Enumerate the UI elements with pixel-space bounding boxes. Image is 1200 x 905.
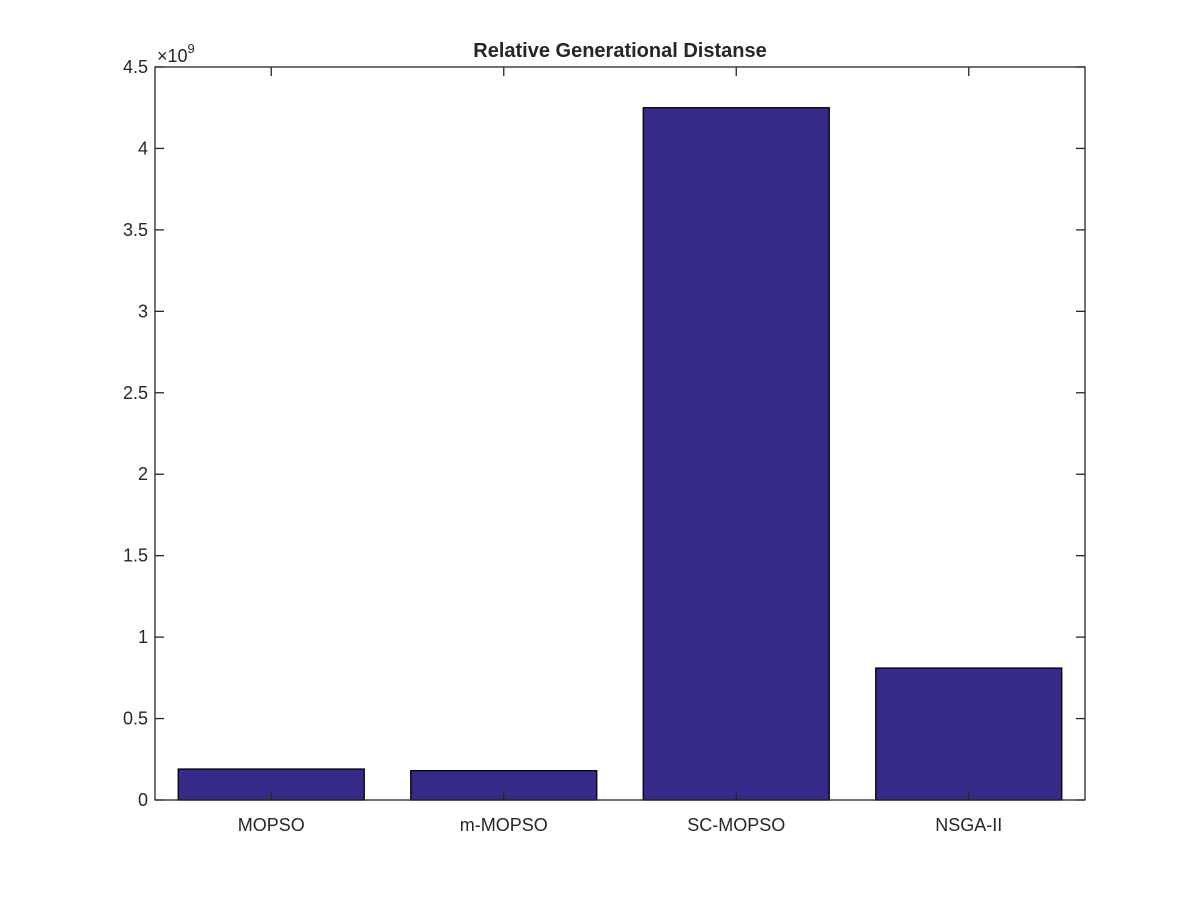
y-axis-exponent-power: 9 xyxy=(188,41,195,56)
y-tick-label: 0.5 xyxy=(123,709,148,729)
y-tick-label: 0 xyxy=(138,790,148,810)
ticks-layer xyxy=(155,66,1085,801)
bar-nsga-ii xyxy=(875,667,1063,801)
y-tick-label: 3 xyxy=(138,301,148,321)
x-tick-label: MOPSO xyxy=(238,815,305,835)
x-tick-label: SC-MOPSO xyxy=(687,815,785,835)
y-axis-exponent-base: ×10 xyxy=(157,46,188,66)
bar-sc-mopso xyxy=(642,107,830,801)
x-tick-label: NSGA-II xyxy=(935,815,1002,835)
y-tick-label: 2 xyxy=(138,464,148,484)
y-tick-label: 4.5 xyxy=(123,57,148,77)
y-tick-label: 3.5 xyxy=(123,220,148,240)
y-tick-label: 2.5 xyxy=(123,383,148,403)
labels-layer: MOPSO m-MOPSO SC-MOPSO NSGA-II 0 0.5 1 1.5 2 2.5 3… xyxy=(123,57,1002,835)
y-tick-label: 1.5 xyxy=(123,546,148,566)
chart-title: Relative Generational Distanse xyxy=(473,40,766,62)
bars-layer xyxy=(177,107,1063,801)
y-tick-label: 1 xyxy=(138,627,148,647)
y-tick-label: 4 xyxy=(138,138,148,158)
axes-box xyxy=(154,66,1086,801)
y-axis-exponent-label: ×109 xyxy=(157,41,195,66)
x-tick-label: m-MOPSO xyxy=(460,815,548,835)
